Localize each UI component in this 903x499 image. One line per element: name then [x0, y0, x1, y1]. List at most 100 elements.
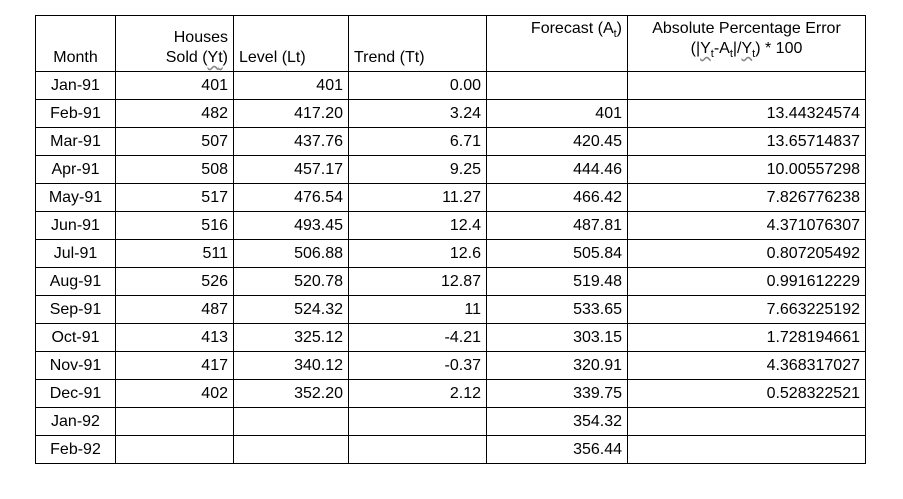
cell-forecast[interactable]: 354.32 [486, 407, 628, 436]
cell-month[interactable]: Jun-91 [35, 211, 116, 240]
header-houses-y-letter: Y [207, 49, 219, 66]
cell-month[interactable]: Jan-92 [35, 407, 116, 436]
cell-forecast[interactable]: 466.42 [486, 183, 628, 212]
header-houses-line1: Houses [173, 29, 228, 46]
cell-ape[interactable]: 10.00557298 [627, 155, 866, 184]
cell-forecast[interactable]: 533.65 [486, 295, 628, 324]
cell-level[interactable]: 352.20 [233, 379, 349, 408]
cell-ape[interactable]: 1.728194661 [627, 323, 866, 352]
header-ape-line1: Absolute Percentage Error [652, 20, 841, 37]
header-forecast: Forecast (At) [486, 15, 628, 72]
cell-month[interactable]: Jan-91 [35, 71, 116, 100]
cell-forecast[interactable]: 505.84 [486, 239, 628, 268]
cell-level[interactable]: 325.12 [233, 323, 349, 352]
cell-level[interactable]: 417.20 [233, 99, 349, 128]
cell-sold[interactable] [115, 407, 234, 436]
cell-trend[interactable]: 11 [348, 295, 487, 324]
cell-forecast[interactable]: 519.48 [486, 267, 628, 296]
cell-trend[interactable]: 12.6 [348, 239, 487, 268]
cell-ape[interactable]: 7.826776238 [627, 183, 866, 212]
cell-ape[interactable]: 13.44324574 [627, 99, 866, 128]
cell-sold[interactable]: 417 [115, 351, 234, 380]
cell-sold[interactable]: 402 [115, 379, 234, 408]
cell-level[interactable]: 493.45 [233, 211, 349, 240]
cell-month[interactable]: Jul-91 [35, 239, 116, 268]
cell-ape[interactable]: 13.65714837 [627, 127, 866, 156]
cell-forecast[interactable]: 401 [486, 99, 628, 128]
cell-trend[interactable] [348, 407, 487, 436]
cell-trend[interactable]: 2.12 [348, 379, 487, 408]
header-forecast-sub: t [613, 28, 617, 41]
cell-ape[interactable] [627, 435, 866, 464]
table-row: Mar-91 507 437.76 6.71 420.45 13.65714837 [35, 127, 866, 156]
cell-ape[interactable]: 4.368317027 [627, 351, 866, 380]
cell-month[interactable]: Nov-91 [35, 351, 116, 380]
cell-sold[interactable]: 507 [115, 127, 234, 156]
header-ape-line2: (|Yt-At|/Yt) * 100 [691, 40, 803, 60]
cell-level[interactable]: 476.54 [233, 183, 349, 212]
cell-trend[interactable]: 12.4 [348, 211, 487, 240]
cell-ape[interactable] [627, 407, 866, 436]
cell-forecast[interactable]: 303.15 [486, 323, 628, 352]
cell-level[interactable]: 506.88 [233, 239, 349, 268]
cell-trend[interactable]: 0.00 [348, 71, 487, 100]
cell-forecast[interactable] [486, 71, 628, 100]
cell-sold[interactable]: 511 [115, 239, 234, 268]
cell-trend[interactable]: 3.24 [348, 99, 487, 128]
cell-level[interactable]: 401 [233, 71, 349, 100]
cell-ape[interactable] [627, 71, 866, 100]
cell-sold[interactable]: 517 [115, 183, 234, 212]
cell-level[interactable] [233, 435, 349, 464]
cell-month[interactable]: Sep-91 [35, 295, 116, 324]
cell-level[interactable]: 340.12 [233, 351, 349, 380]
cell-sold[interactable]: 413 [115, 323, 234, 352]
cell-ape[interactable]: 0.528322521 [627, 379, 866, 408]
cell-month[interactable]: Feb-92 [35, 435, 116, 464]
cell-month[interactable]: Aug-91 [35, 267, 116, 296]
cell-trend[interactable]: 6.71 [348, 127, 487, 156]
cell-sold[interactable] [115, 435, 234, 464]
cell-sold[interactable]: 526 [115, 267, 234, 296]
ape-y2: Yt [742, 40, 756, 60]
cell-forecast[interactable]: 356.44 [486, 435, 628, 464]
cell-month[interactable]: Feb-91 [35, 99, 116, 128]
cell-month[interactable]: Mar-91 [35, 127, 116, 156]
cell-ape[interactable]: 7.663225192 [627, 295, 866, 324]
cell-month[interactable]: Apr-91 [35, 155, 116, 184]
cell-level[interactable]: 520.78 [233, 267, 349, 296]
cell-forecast[interactable]: 339.75 [486, 379, 628, 408]
table-row: Oct-91 413 325.12 -4.21 303.15 1.728194661 [35, 323, 866, 352]
cell-sold[interactable]: 516 [115, 211, 234, 240]
cell-forecast[interactable]: 420.45 [486, 127, 628, 156]
cell-forecast[interactable]: 487.81 [486, 211, 628, 240]
cell-trend[interactable]: 9.25 [348, 155, 487, 184]
cell-forecast[interactable]: 320.91 [486, 351, 628, 380]
cell-level[interactable] [233, 407, 349, 436]
table-row: Jun-91 516 493.45 12.4 487.81 4.371076307 [35, 211, 866, 240]
cell-sold[interactable]: 508 [115, 155, 234, 184]
header-houses-pre: Sold ( [165, 49, 208, 66]
cell-level[interactable]: 457.17 [233, 155, 349, 184]
cell-month[interactable]: Dec-91 [35, 379, 116, 408]
table-row: Nov-91 417 340.12 -0.37 320.91 4.368317027 [35, 351, 866, 380]
cell-trend[interactable]: -4.21 [348, 323, 487, 352]
cell-ape[interactable]: 0.991612229 [627, 267, 866, 296]
cell-month[interactable]: May-91 [35, 183, 116, 212]
header-ape: Absolute Percentage Error (|Yt-At|/Yt) *… [627, 15, 866, 72]
cell-sold[interactable]: 482 [115, 99, 234, 128]
cell-ape[interactable]: 0.807205492 [627, 239, 866, 268]
cell-forecast[interactable]: 444.46 [486, 155, 628, 184]
cell-trend[interactable]: 12.87 [348, 267, 487, 296]
forecast-table: Month Houses Sold (Yt) Level (Lt) Trend … [35, 15, 866, 464]
cell-ape[interactable]: 4.371076307 [627, 211, 866, 240]
table-row: Jul-91 511 506.88 12.6 505.84 0.807205492 [35, 239, 866, 268]
cell-trend[interactable]: 11.27 [348, 183, 487, 212]
cell-level[interactable]: 524.32 [233, 295, 349, 324]
cell-trend[interactable] [348, 435, 487, 464]
cell-month[interactable]: Oct-91 [35, 323, 116, 352]
cell-level[interactable]: 437.76 [233, 127, 349, 156]
cell-trend[interactable]: -0.37 [348, 351, 487, 380]
table-row: Dec-91 402 352.20 2.12 339.75 0.528322521 [35, 379, 866, 408]
cell-sold[interactable]: 487 [115, 295, 234, 324]
cell-sold[interactable]: 401 [115, 71, 234, 100]
